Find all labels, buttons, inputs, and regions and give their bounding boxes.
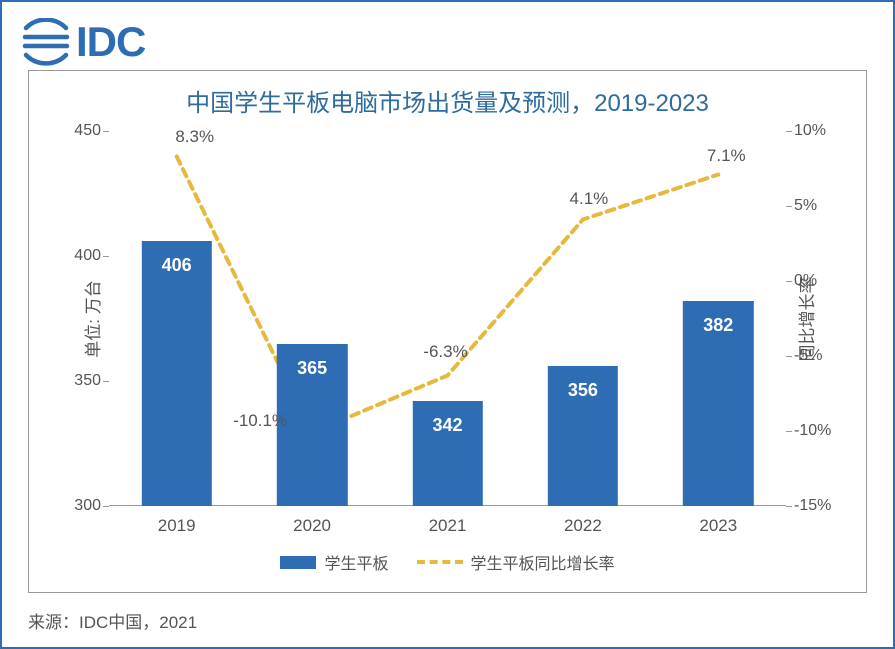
x-tick: 2019 [158, 516, 196, 536]
y2-tick: 5% [794, 197, 817, 215]
y1-axis-label: 单位: 万台 [79, 280, 104, 357]
idc-logo-icon [22, 18, 70, 66]
y1-tick: 450 [74, 122, 101, 140]
y1-tick: 300 [74, 497, 101, 515]
plot-area: 单位: 万台 同比增长率 300350400450-15%-10%-5%0%5%… [109, 131, 786, 506]
y2-tick: -5% [794, 347, 822, 365]
bar-value-label: 365 [297, 358, 327, 379]
source-text: 来源：IDC中国，2021 [28, 608, 197, 633]
growth-value-label: -10.1% [233, 411, 287, 431]
growth-line [177, 157, 719, 433]
bar-value-label: 382 [703, 315, 733, 336]
bar-value-label: 406 [162, 255, 192, 276]
growth-value-label: 4.1% [570, 189, 609, 209]
x-tick: 2023 [699, 516, 737, 536]
y1-tick: 400 [74, 247, 101, 265]
chart-container: 中国学生平板电脑市场出货量及预测，2019-2023 单位: 万台 同比增长率 … [28, 70, 867, 593]
idc-logo: IDC [22, 18, 145, 66]
bar: 365 [277, 344, 347, 507]
legend-label-bars: 学生平板 [324, 550, 388, 574]
legend: 学生平板 学生平板同比增长率 [29, 550, 866, 574]
bar: 356 [548, 366, 618, 506]
growth-value-label: 8.3% [175, 127, 214, 147]
x-tick: 2021 [429, 516, 467, 536]
y2-tick: 10% [794, 122, 826, 140]
bar-value-label: 356 [568, 380, 598, 401]
x-tick: 2022 [564, 516, 602, 536]
bar: 382 [683, 301, 753, 506]
legend-item-line: 学生平板同比增长率 [417, 550, 615, 574]
chart-title: 中国学生平板电脑市场出货量及预测，2019-2023 [29, 83, 866, 118]
legend-label-line: 学生平板同比增长率 [471, 550, 615, 574]
y2-tick: -10% [794, 422, 831, 440]
growth-value-label: -6.3% [423, 342, 467, 362]
y2-tick: -15% [794, 497, 831, 515]
x-tick: 2020 [293, 516, 331, 536]
legend-item-bars: 学生平板 [280, 550, 388, 574]
legend-swatch-bar [280, 556, 316, 569]
bar: 406 [141, 241, 211, 506]
idc-logo-text: IDC [76, 18, 145, 66]
y2-tick: 0% [794, 272, 817, 290]
y1-tick: 350 [74, 372, 101, 390]
legend-swatch-line [417, 560, 463, 564]
bar-value-label: 342 [432, 415, 462, 436]
bar: 342 [412, 401, 482, 506]
growth-value-label: 7.1% [707, 146, 746, 166]
